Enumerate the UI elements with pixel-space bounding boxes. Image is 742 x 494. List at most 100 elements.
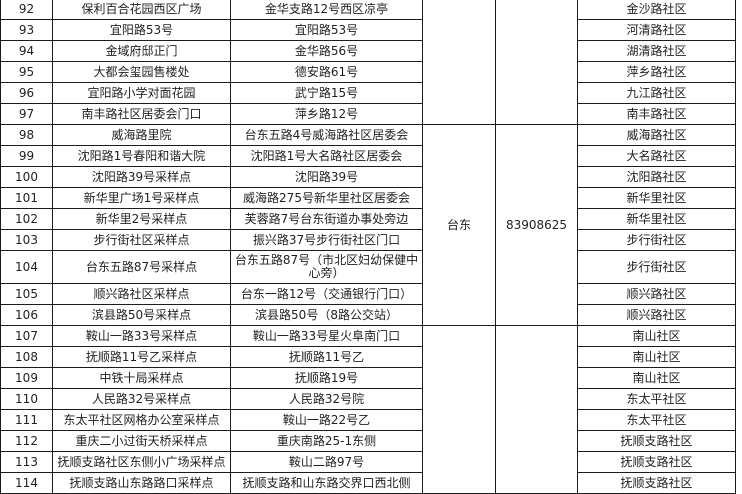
- community-cell: 步行街社区: [577, 229, 736, 251]
- community-cell: 九江路社区: [577, 82, 736, 104]
- table-row: 106 滨县路50号采样点 滨县路50号（8路公交站） 顺兴路社区: [0, 304, 736, 326]
- community-cell: 沈阳路社区: [577, 166, 736, 188]
- site-name-cell: 沈阳路39号采样点: [52, 166, 231, 188]
- site-name-cell: 大都会玺园售楼处: [52, 61, 231, 83]
- table-row: 110 人民路32号采样点 人民路32号院 东太平社区: [0, 388, 736, 410]
- phone-cell: 83908625: [495, 124, 578, 326]
- table-row: 94 金域府邸正门 金华路56号 湖清路社区: [0, 40, 736, 62]
- site-address-cell: 萍乡路12号: [230, 103, 423, 125]
- row-number-cell: 111: [0, 409, 53, 431]
- row-number-cell: 94: [0, 40, 53, 62]
- table-row: 112 重庆二小过街天桥采样点 重庆南路25-1东侧 抚顺支路社区: [0, 430, 736, 452]
- community-cell: 金沙路社区: [577, 0, 736, 20]
- site-address-cell: 滨县路50号（8路公交站）: [230, 304, 423, 326]
- site-address-cell: 重庆南路25-1东侧: [230, 430, 423, 452]
- site-name-cell: 台东五路87号采样点: [52, 250, 231, 284]
- site-address-cell: 芙蓉路7号台东街道办事处旁边: [230, 208, 423, 230]
- table-row: 105 顺兴路社区采样点 台东一路12号（交通银行门口） 顺兴路社区: [0, 283, 736, 305]
- community-cell: 顺兴路社区: [577, 283, 736, 305]
- phone-cell: [495, 325, 578, 494]
- site-name-cell: 新华里2号采样点: [52, 208, 231, 230]
- table-row: 109 中铁十局采样点 抚顺路19号 南山社区: [0, 367, 736, 389]
- community-cell: 新华里社区: [577, 208, 736, 230]
- row-number-cell: 99: [0, 145, 53, 167]
- site-name-cell: 顺兴路社区采样点: [52, 283, 231, 305]
- community-cell: 南山社区: [577, 346, 736, 368]
- site-name-cell: 沈阳路1号春阳和谐大院: [52, 145, 231, 167]
- community-cell: 河清路社区: [577, 19, 736, 41]
- site-address-cell: 振兴路37号步行街社区门口: [230, 229, 423, 251]
- row-number-cell: 110: [0, 388, 53, 410]
- row-number-cell: 102: [0, 208, 53, 230]
- community-cell: 东太平社区: [577, 388, 736, 410]
- site-name-cell: 滨县路50号采样点: [52, 304, 231, 326]
- site-address-cell: 台东五路4号威海路社区居委会: [230, 124, 423, 146]
- site-name-cell: 宜阳路小学对面花园: [52, 82, 231, 104]
- row-number-cell: 109: [0, 367, 53, 389]
- site-address-cell: 抚顺路19号: [230, 367, 423, 389]
- site-address-cell: 金华支路12号西区凉亭: [230, 0, 423, 20]
- table-row: 101 新华里广场1号采样点 威海路275号新华里社区居委会 新华里社区: [0, 187, 736, 209]
- site-address-cell: 抚顺支路和山东路交界口西北侧: [230, 472, 423, 494]
- site-address-cell: 沈阳路1号大名路社区居委会: [230, 145, 423, 167]
- site-name-cell: 金域府邸正门: [52, 40, 231, 62]
- table-row: 102 新华里2号采样点 芙蓉路7号台东街道办事处旁边 新华里社区: [0, 208, 736, 230]
- site-name-cell: 抚顺支路社区东侧小广场采样点: [52, 451, 231, 473]
- row-number-cell: 101: [0, 187, 53, 209]
- table-row: 97 南丰路社区居委会门口 萍乡路12号 南丰路社区: [0, 103, 736, 125]
- site-address-cell: 台东五路87号（市北区妇幼保健中心旁）: [230, 250, 423, 284]
- table-row: 107 鞍山一路33号采样点 鞍山一路33号星火阜南门口 南山社区: [0, 325, 736, 494]
- site-name-cell: 抚顺路11号乙采样点: [52, 346, 231, 368]
- site-name-cell: 威海路里院: [52, 124, 231, 146]
- row-number-cell: 96: [0, 82, 53, 104]
- site-address-cell: 德安路61号: [230, 61, 423, 83]
- site-name-cell: 保利百合花园西区广场: [52, 0, 231, 20]
- row-number-cell: 103: [0, 229, 53, 251]
- table-row: 111 东太平社区网格办公室采样点 鞍山一路22号乙 东太平社区: [0, 409, 736, 431]
- table-row: 92 保利百合花园西区广场 金华支路12号西区凉亭 金沙路社区: [0, 0, 736, 125]
- table-row: 95 大都会玺园售楼处 德安路61号 萍乡路社区: [0, 61, 736, 83]
- site-name-cell: 鞍山一路33号采样点: [52, 325, 231, 347]
- community-cell: 抚顺支路社区: [577, 430, 736, 452]
- community-cell: 威海路社区: [577, 124, 736, 146]
- row-number-cell: 92: [0, 0, 53, 20]
- table-row: 99 沈阳路1号春阳和谐大院 沈阳路1号大名路社区居委会 大名路社区: [0, 145, 736, 167]
- table-row: 108 抚顺路11号乙采样点 抚顺路11号乙 南山社区: [0, 346, 736, 368]
- site-address-cell: 鞍山一路33号星火阜南门口: [230, 325, 423, 347]
- phone-cell: [495, 0, 578, 125]
- community-cell: 顺兴路社区: [577, 304, 736, 326]
- row-number-cell: 108: [0, 346, 53, 368]
- row-number-cell: 104: [0, 250, 53, 284]
- site-name-cell: 中铁十局采样点: [52, 367, 231, 389]
- district-cell: [422, 325, 496, 494]
- table-row: 96 宜阳路小学对面花园 武宁路15号 九江路社区: [0, 82, 736, 104]
- site-address-cell: 宜阳路53号: [230, 19, 423, 41]
- site-name-cell: 新华里广场1号采样点: [52, 187, 231, 209]
- site-name-cell: 宜阳路53号: [52, 19, 231, 41]
- row-number-cell: 98: [0, 124, 53, 146]
- row-number-cell: 107: [0, 325, 53, 347]
- site-name-cell: 抚顺支路山东路路口采样点: [52, 472, 231, 494]
- row-number-cell: 95: [0, 61, 53, 83]
- row-number-cell: 112: [0, 430, 53, 452]
- site-address-cell: 威海路275号新华里社区居委会: [230, 187, 423, 209]
- community-cell: 南山社区: [577, 367, 736, 389]
- row-number-cell: 100: [0, 166, 53, 188]
- community-cell: 新华里社区: [577, 187, 736, 209]
- row-number-cell: 106: [0, 304, 53, 326]
- row-number-cell: 114: [0, 472, 53, 494]
- site-name-cell: 人民路32号采样点: [52, 388, 231, 410]
- site-address-cell: 鞍山一路22号乙: [230, 409, 423, 431]
- site-address-cell: 抚顺路11号乙: [230, 346, 423, 368]
- community-cell: 南山社区: [577, 325, 736, 347]
- community-cell: 抚顺支路社区: [577, 451, 736, 473]
- table-row: 104 台东五路87号采样点 台东五路87号（市北区妇幼保健中心旁） 步行街社区: [0, 250, 736, 284]
- row-number-cell: 105: [0, 283, 53, 305]
- site-address-cell: 沈阳路39号: [230, 166, 423, 188]
- site-address-cell: 武宁路15号: [230, 82, 423, 104]
- table-row: 103 步行街社区采样点 振兴路37号步行街社区门口 步行街社区: [0, 229, 736, 251]
- site-name-cell: 步行街社区采样点: [52, 229, 231, 251]
- community-cell: 抚顺支路社区: [577, 472, 736, 494]
